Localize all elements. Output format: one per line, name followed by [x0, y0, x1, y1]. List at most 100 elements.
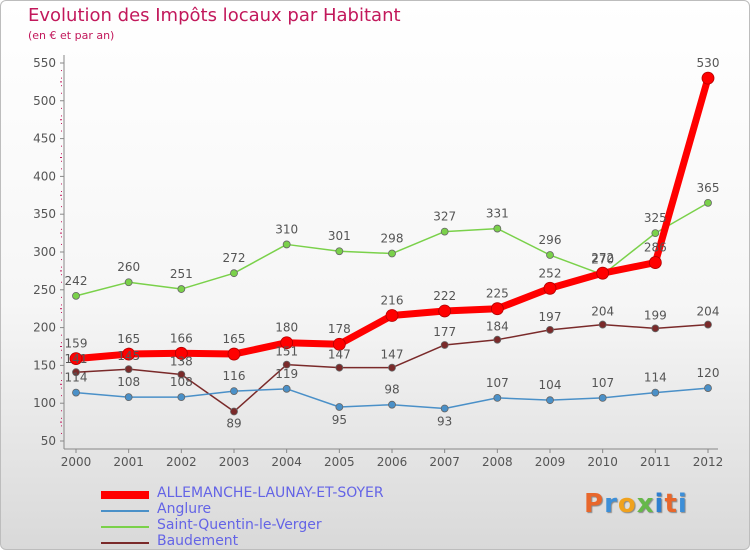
legend-swatch: [101, 526, 149, 528]
data-label: 184: [486, 320, 509, 334]
data-label: 180: [275, 321, 298, 335]
y-minor-dot: [61, 395, 62, 397]
data-point: [704, 198, 712, 207]
y-minor-dot: [61, 145, 62, 147]
data-label: 114: [65, 371, 88, 385]
data-label: 145: [117, 349, 140, 363]
y-minor-dot: [61, 380, 62, 382]
y-minor-dot: [61, 168, 62, 170]
data-point: [440, 227, 449, 236]
data-point: [72, 291, 80, 300]
y-minor-dot: [61, 70, 62, 72]
data-label: 222: [433, 289, 456, 303]
logo-letter: x: [636, 489, 655, 519]
data-label: 272: [223, 251, 246, 265]
data-point: [598, 394, 607, 402]
data-label: 120: [697, 366, 720, 380]
data-label: 147: [328, 348, 351, 362]
data-point: [335, 363, 344, 372]
legend-label: Anglure: [157, 501, 212, 517]
y-minor-dot: [61, 85, 62, 87]
data-label: 89: [226, 417, 241, 431]
y-tick-label: 150: [33, 358, 56, 372]
data-point: [546, 325, 554, 334]
proxiti-logo: Proxiti: [584, 489, 688, 519]
data-point: [332, 337, 346, 351]
y-minor-dot: [61, 334, 62, 336]
y-minor-dot: [61, 372, 62, 374]
data-point: [493, 394, 502, 402]
y-tick-label: 200: [33, 321, 56, 335]
x-tick-label: 2010: [587, 455, 618, 469]
data-label: 177: [433, 325, 456, 339]
y-minor-dot: [61, 311, 62, 313]
data-point: [335, 247, 344, 256]
y-minor-dot: [61, 153, 62, 155]
data-label: 272: [591, 251, 614, 265]
y-minor-dot: [61, 342, 62, 344]
data-point: [124, 393, 133, 402]
data-point: [280, 336, 294, 350]
y-tick-label: 300: [33, 245, 56, 259]
x-tick-label: 2008: [482, 455, 513, 469]
chart-title: Evolution des Impôts locaux par Habitant: [28, 5, 401, 26]
x-tick-label: 2002: [166, 455, 197, 469]
y-minor-dot: [61, 191, 62, 193]
data-point: [122, 347, 136, 361]
data-point: [385, 309, 399, 322]
data-label: 530: [697, 56, 720, 70]
data-point: [124, 365, 133, 374]
y-minor-dot: [61, 122, 62, 124]
data-label: 251: [170, 267, 193, 281]
data-point: [598, 320, 607, 329]
y-minor-dot: [61, 92, 62, 94]
logo-letter: r: [604, 489, 618, 519]
y-minor-dot: [61, 296, 62, 298]
y-tick-label: 550: [33, 56, 56, 70]
data-label: 331: [486, 207, 509, 221]
data-point: [388, 249, 396, 258]
data-label: 116: [223, 369, 246, 383]
data-point: [282, 240, 291, 249]
data-point: [282, 384, 291, 393]
y-minor-dot: [61, 274, 62, 276]
data-label: 98: [384, 383, 399, 397]
x-tick-label: 2012: [693, 455, 724, 469]
data-label: 95: [332, 413, 347, 427]
data-point: [704, 320, 712, 329]
data-label: 93: [437, 414, 452, 428]
y-minor-dot: [61, 259, 62, 261]
x-tick-label: 2000: [61, 455, 92, 469]
data-point: [493, 224, 502, 233]
x-tick-label: 2005: [324, 455, 355, 469]
y-tick-label: 250: [33, 283, 56, 297]
data-point: [227, 347, 241, 361]
y-minor-dot: [61, 281, 62, 283]
y-minor-dot: [61, 410, 62, 412]
data-label: 204: [591, 305, 614, 319]
data-point: [651, 229, 660, 238]
y-minor-dot: [61, 425, 62, 427]
data-label: 108: [117, 375, 140, 389]
y-tick-label: 100: [33, 396, 56, 410]
data-point: [388, 400, 396, 409]
data-point: [490, 302, 504, 316]
data-label: 270: [591, 253, 614, 267]
y-minor-dot: [61, 115, 62, 117]
legend-label: ALLEMANCHE-LAUNAY-ET-SOYER: [157, 485, 384, 501]
data-point: [174, 346, 188, 360]
y-minor-dot: [61, 183, 62, 185]
y-tick-label: 500: [33, 94, 56, 108]
y-minor-dot: [61, 77, 62, 79]
data-label: 286: [644, 241, 667, 255]
x-tick-label: 2011: [640, 455, 671, 469]
y-minor-dot: [61, 160, 62, 162]
data-point: [230, 269, 238, 278]
data-label: 327: [433, 210, 456, 224]
data-label: 225: [486, 287, 509, 301]
legend-swatch: [101, 510, 149, 512]
data-label: 107: [591, 376, 614, 390]
data-label: 165: [117, 332, 140, 346]
